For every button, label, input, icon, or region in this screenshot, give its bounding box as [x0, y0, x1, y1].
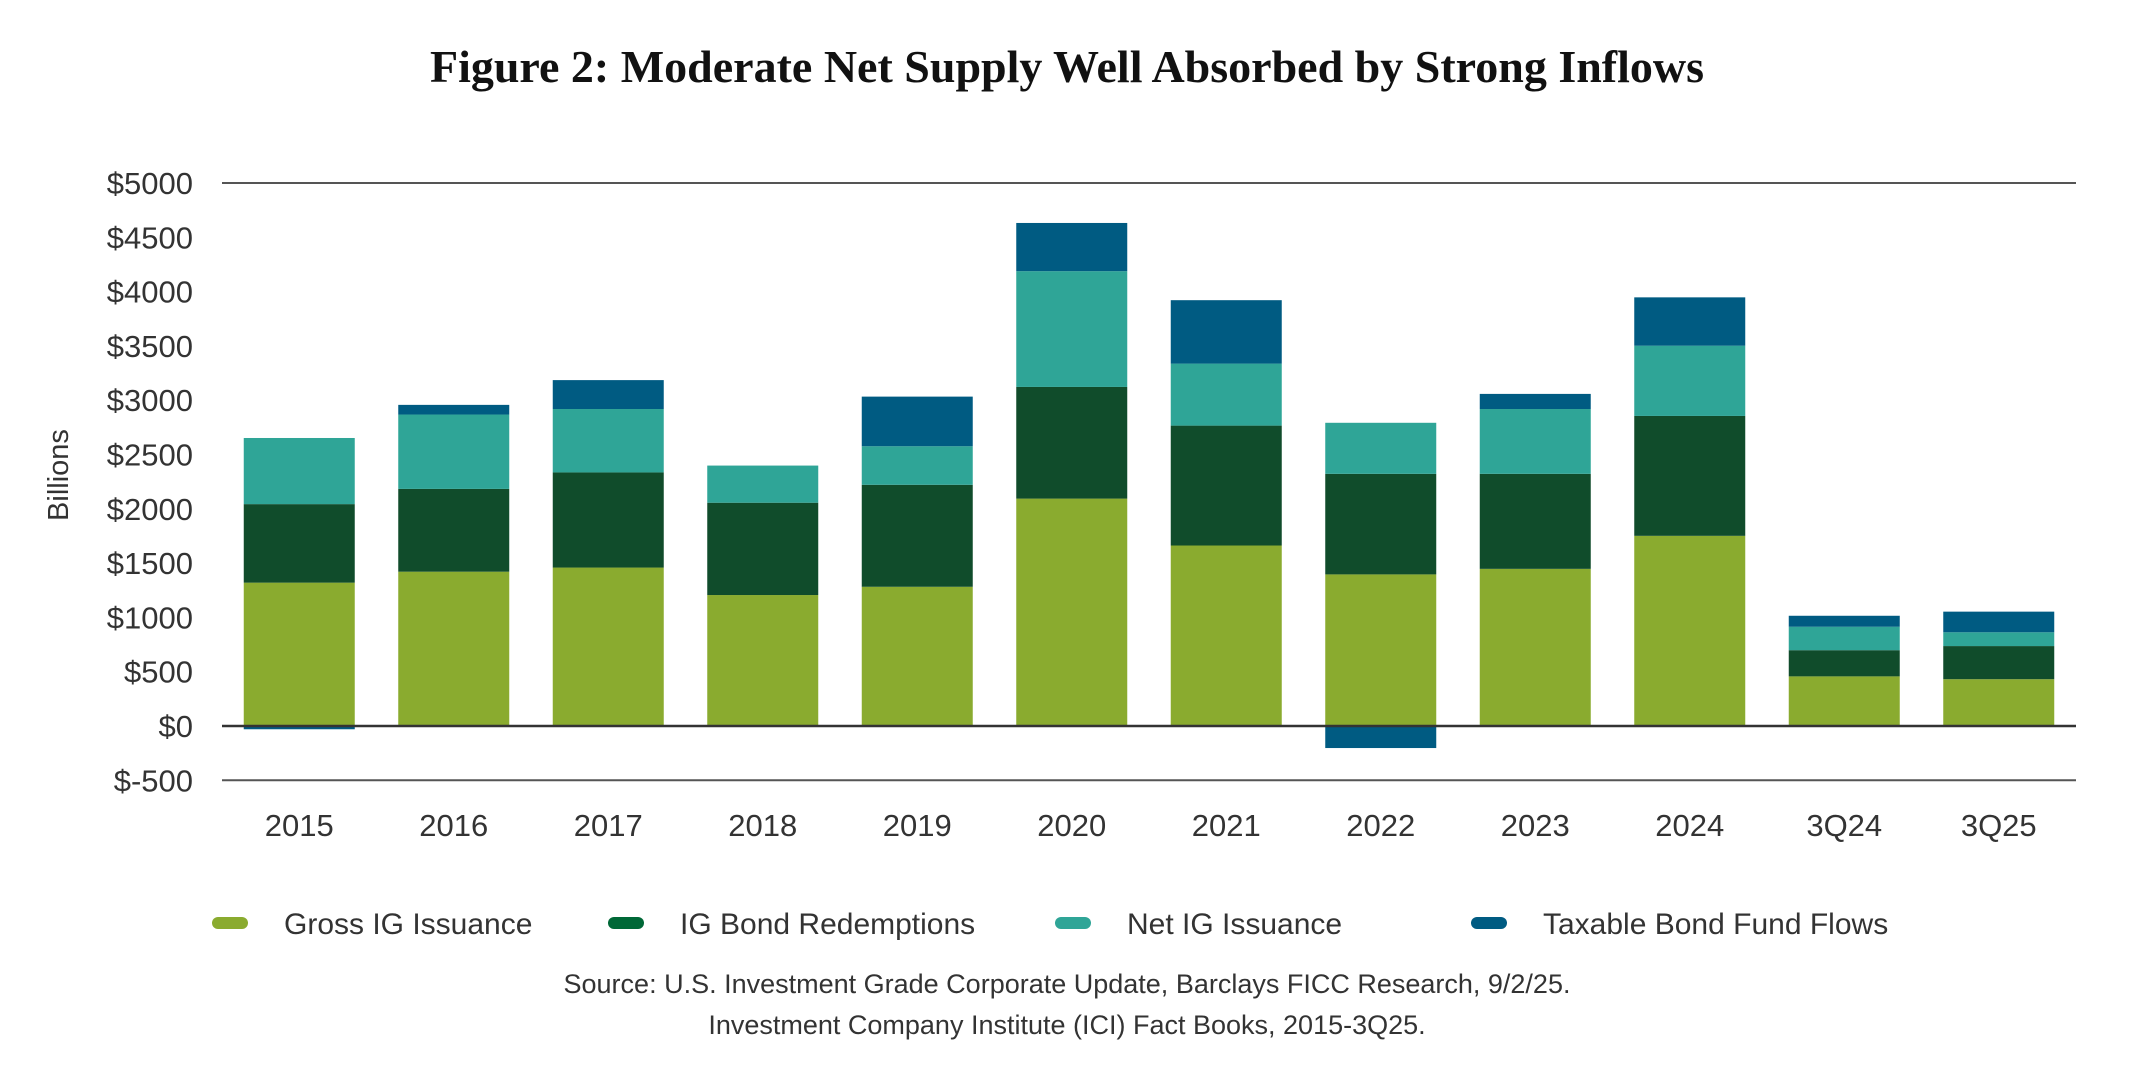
- bar-segment: [861, 446, 973, 485]
- bar-segment: [243, 437, 355, 505]
- x-tick-label: 2015: [265, 808, 334, 843]
- bar-segment: [1170, 545, 1282, 726]
- bars: [243, 222, 2055, 749]
- bar-segment: [1943, 679, 2055, 726]
- bar-segment: [243, 504, 355, 583]
- bar-segment: [1788, 650, 1900, 677]
- bar-segment: [1479, 568, 1591, 726]
- bar-segment: [243, 726, 355, 730]
- bar-segment: [398, 404, 510, 415]
- bar-segment: [1170, 425, 1282, 546]
- bar-segment: [552, 472, 664, 568]
- y-tick-label: $5000: [107, 166, 193, 201]
- x-tick-label: 2024: [1655, 808, 1724, 843]
- x-tick-label: 2019: [883, 808, 952, 843]
- bar-segment: [1170, 300, 1282, 364]
- bar-segment: [1634, 345, 1746, 416]
- bar-segment: [1479, 473, 1591, 569]
- x-tick-label: 2023: [1501, 808, 1570, 843]
- y-tick-label: $4000: [107, 275, 193, 310]
- chart-title: Figure 2: Moderate Net Supply Well Absor…: [430, 41, 1704, 92]
- bar-segment: [1016, 271, 1128, 387]
- bar-segment: [1325, 726, 1437, 749]
- bar-segment: [1016, 498, 1128, 726]
- x-tick-label: 3Q24: [1806, 808, 1882, 843]
- legend-swatch: [1471, 917, 1507, 929]
- x-tick-label: 2017: [574, 808, 643, 843]
- bar-segment: [552, 380, 664, 409]
- bar-segment: [1788, 626, 1900, 651]
- y-tick-label: $2000: [107, 492, 193, 527]
- bar-segment: [1788, 676, 1900, 726]
- bar-segment: [398, 488, 510, 572]
- legend-label: Net IG Issuance: [1127, 908, 1342, 941]
- x-tick-label: 2018: [728, 808, 797, 843]
- legend-label: IG Bond Redemptions: [680, 908, 975, 941]
- x-axis-ticks: 2015 2016 2017 2018 2019 2020 2021 2022 2023 2024…: [265, 808, 2037, 843]
- bar-segment: [1479, 393, 1591, 409]
- bar-segment: [707, 502, 819, 596]
- x-tick-label: 2022: [1346, 808, 1415, 843]
- bar-segment: [861, 586, 973, 726]
- legend-label: Gross IG Issuance: [284, 908, 532, 941]
- x-tick-label: 2021: [1192, 808, 1261, 843]
- gridlines: [222, 182, 2076, 782]
- bar-segment: [1943, 632, 2055, 647]
- bar-segment: [1943, 611, 2055, 633]
- bar-segment: [1016, 222, 1128, 272]
- bar-segment: [861, 484, 973, 587]
- y-axis-ticks: $-500 $0 $500 $1000 $1500 $2000 $2500 $3000 $350…: [107, 166, 193, 798]
- y-tick-label: $4500: [107, 220, 193, 255]
- source-line-1: Source: U.S. Investment Grade Corporate …: [564, 969, 1571, 999]
- bar-segment: [1479, 408, 1591, 474]
- bar-segment: [243, 582, 355, 726]
- legend-swatch: [212, 917, 248, 929]
- bar-segment: [1634, 535, 1746, 726]
- bar-segment: [552, 408, 664, 473]
- bar-segment: [1634, 297, 1746, 346]
- bar-segment: [1943, 646, 2055, 680]
- bar-segment: [707, 465, 819, 503]
- legend: Gross IG Issuance IG Bond Redemptions Net …: [212, 908, 1888, 941]
- y-tick-label: $3500: [107, 329, 193, 364]
- x-tick-label: 2020: [1037, 808, 1106, 843]
- legend-swatch: [1055, 917, 1091, 929]
- bar-segment: [861, 396, 973, 447]
- y-tick-label: $3000: [107, 383, 193, 418]
- y-tick-label: $1500: [107, 546, 193, 581]
- y-tick-label: $1000: [107, 600, 193, 635]
- bar-segment: [552, 567, 664, 726]
- y-tick-label: $2500: [107, 438, 193, 473]
- y-tick-label: $0: [159, 709, 193, 744]
- y-tick-label: $500: [124, 655, 193, 690]
- legend-label: Taxable Bond Fund Flows: [1543, 908, 1888, 941]
- y-tick-label: $-500: [114, 763, 193, 798]
- bar-segment: [398, 414, 510, 489]
- bar-segment: [707, 595, 819, 726]
- bar-segment: [1325, 574, 1437, 726]
- bar-segment: [1016, 386, 1128, 499]
- source-line-2: Investment Company Institute (ICI) Fact …: [708, 1010, 1425, 1040]
- bar-segment: [1634, 415, 1746, 536]
- bar-segment: [398, 571, 510, 726]
- x-tick-label: 3Q25: [1961, 808, 2037, 843]
- bar-segment: [1170, 363, 1282, 426]
- bar-segment: [1325, 473, 1437, 575]
- legend-swatch: [608, 917, 644, 929]
- y-axis-label: Billions: [43, 429, 75, 521]
- bar-segment: [1788, 615, 1900, 627]
- bar-segment: [1325, 422, 1437, 474]
- x-tick-label: 2016: [419, 808, 488, 843]
